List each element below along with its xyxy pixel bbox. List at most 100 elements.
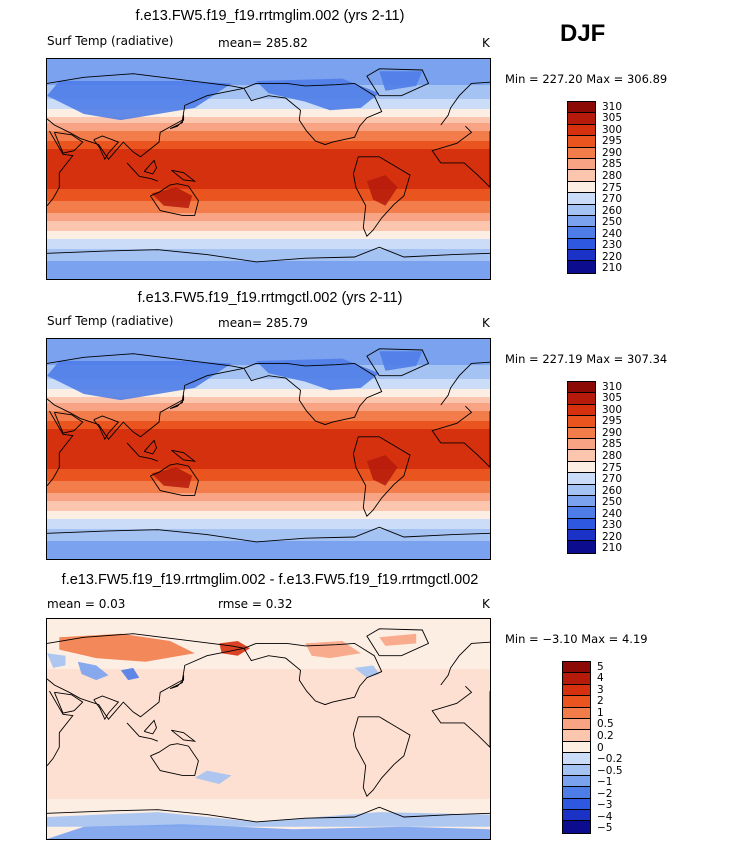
panel1-variable-label: Surf Temp (radiative)	[47, 34, 174, 48]
temperature-band	[47, 261, 490, 264]
diff-anomaly-patch	[120, 667, 140, 681]
colorbar-tick-label: 230	[602, 239, 623, 252]
panel2-map-svg	[47, 339, 490, 559]
temperature-band	[47, 77, 490, 80]
temperature-band	[47, 463, 490, 466]
temperature-band	[47, 445, 490, 448]
temperature-band	[47, 139, 490, 142]
temperature-band	[47, 529, 490, 532]
colorbar-swatch	[563, 753, 590, 765]
temperature-band	[47, 505, 490, 508]
coastline	[169, 115, 185, 130]
temperature-band	[47, 267, 490, 270]
panel2-title: f.e13.FW5.f19_f19.rrtmgctl.002 (yrs 2-11…	[137, 290, 403, 306]
temperature-band	[47, 351, 490, 354]
colorbar-tick-label: 300	[602, 403, 623, 416]
temperature-band	[47, 385, 490, 388]
temperature-band	[47, 473, 490, 476]
temperature-band	[47, 415, 490, 418]
temperature-band	[47, 195, 490, 198]
colorbar-swatch	[568, 450, 595, 462]
temperature-band	[47, 269, 490, 272]
colorbar-tick-label: −0.5	[597, 764, 623, 777]
season-label: DJF	[560, 20, 606, 47]
temperature-band	[47, 255, 490, 258]
temperature-band	[47, 507, 490, 510]
temperature-band	[47, 421, 490, 424]
colorbar-swatch	[568, 227, 595, 239]
colorbar-swatch	[563, 730, 590, 742]
temperature-band	[47, 189, 490, 192]
temperature-band	[47, 111, 490, 114]
temperature-band	[47, 511, 490, 514]
warm-region	[151, 187, 193, 209]
panel1-colorbar-ticks: 310 305 300 295 290 285 280 275 270 260 250 240 230 2…	[602, 101, 642, 274]
temperature-band	[47, 497, 490, 500]
temperature-band	[47, 99, 490, 102]
coastline	[47, 526, 490, 543]
temperature-band	[47, 165, 490, 168]
temperature-band	[47, 253, 490, 256]
temperature-band	[47, 101, 490, 104]
panel1-map	[46, 58, 491, 280]
temperature-band	[47, 453, 490, 456]
colorbar-tick-label: 280	[602, 169, 623, 182]
panel3-rmse-label: rmse = 0.32	[218, 597, 293, 611]
temperature-band	[47, 487, 490, 490]
temperature-band	[47, 61, 490, 64]
temperature-band	[47, 175, 490, 178]
temperature-band	[47, 79, 490, 82]
temperature-band	[47, 545, 490, 548]
temperature-band	[47, 407, 490, 410]
temperature-band	[47, 211, 490, 214]
colorbar-swatch	[568, 181, 595, 194]
diff-anomaly-patch	[47, 824, 490, 839]
colorbar-tick-label: 250	[602, 216, 623, 229]
temperature-band	[47, 381, 490, 384]
temperature-band	[47, 555, 490, 558]
colorbar-tick-label: 260	[602, 484, 623, 497]
coastline	[150, 743, 199, 776]
colorbar-swatch	[568, 113, 595, 125]
diff-anomaly-patch	[47, 653, 66, 668]
colorbar-tick-label: 280	[602, 449, 623, 462]
temperature-band	[47, 109, 490, 112]
temperature-band	[47, 393, 490, 396]
coastline	[143, 439, 157, 455]
temperature-band	[47, 125, 490, 128]
temperature-band	[47, 167, 490, 170]
temperature-band	[47, 145, 490, 148]
temperature-band	[47, 67, 490, 70]
temperature-band	[47, 395, 490, 398]
temperature-band	[47, 273, 490, 276]
temperature-band	[47, 65, 490, 68]
temperature-band	[47, 391, 490, 394]
colorbar-swatch	[568, 124, 595, 137]
temperature-band	[47, 205, 490, 208]
temperature-band	[47, 265, 490, 268]
colorbar-swatch	[568, 215, 595, 228]
temperature-band	[47, 227, 490, 230]
temperature-band	[47, 359, 490, 362]
colorbar-tick-label: 270	[602, 473, 623, 486]
colorbar-tick-label: 270	[602, 193, 623, 206]
temperature-band	[47, 271, 490, 274]
colorbar-swatch	[563, 775, 590, 788]
temperature-band	[47, 515, 490, 518]
coastline	[352, 716, 411, 797]
coastline	[53, 411, 84, 434]
temperature-band	[47, 133, 490, 136]
temperature-band	[47, 377, 490, 380]
colorbar-tick-label: 0.2	[597, 729, 614, 742]
temperature-band	[47, 259, 490, 262]
diff-anomaly-patch	[379, 633, 417, 646]
coastline	[47, 633, 244, 720]
temperature-band	[47, 103, 490, 106]
temperature-band	[47, 465, 490, 468]
temperature-band	[47, 59, 490, 62]
temperature-band	[47, 531, 490, 534]
coastline	[171, 449, 197, 462]
colorbar-swatch	[568, 541, 595, 553]
colorbar-tick-label: 220	[602, 250, 623, 263]
temperature-band	[47, 541, 490, 544]
